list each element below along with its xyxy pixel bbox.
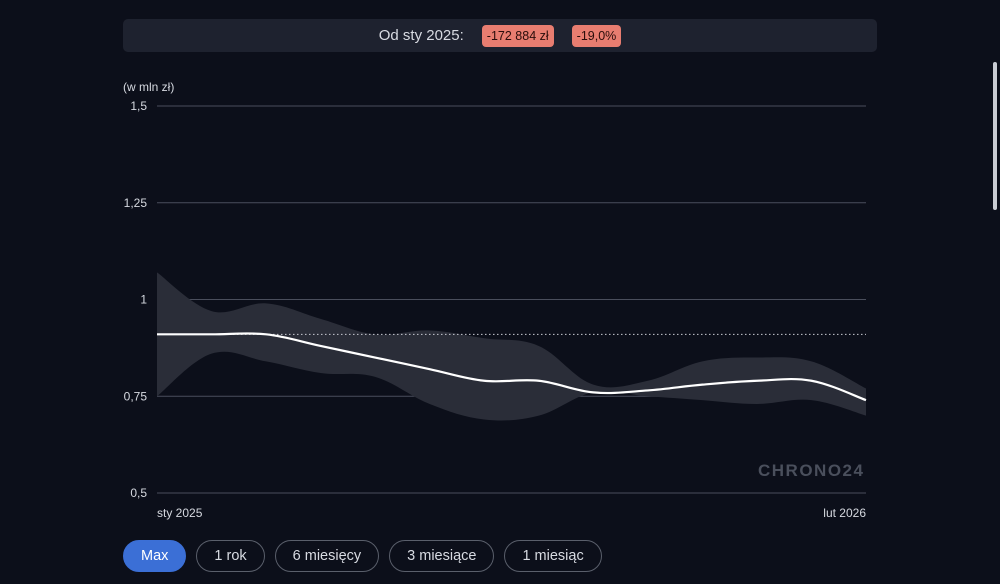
y-tick-label: 1,5 [130,99,147,113]
price-series-line [157,332,867,402]
range-button-max[interactable]: Max [123,540,187,572]
range-button-6-months[interactable]: 6 miesięcy [274,540,380,572]
x-tick-label-start: sty 2025 [157,506,203,520]
summary-label: Od sty 2025: [378,27,464,44]
page-scrollbar[interactable] [993,62,997,210]
range-button-3-months[interactable]: 3 miesiące [389,540,495,572]
y-tick-label: 0,75 [124,389,148,403]
y-tick-label: 1,25 [124,196,148,210]
price-line [157,332,867,402]
change-amount-badge: -172 884 zł [481,24,554,47]
time-range-selector: Max 1 rok 6 miesięcy 3 miesiące 1 miesią… [123,540,602,572]
y-tick-label: 0,5 [130,486,147,500]
price-range-area [157,272,866,421]
grid-lines [157,105,866,494]
change-percent-badge: -19,0% [571,24,622,47]
range-button-1-year[interactable]: 1 rok [196,540,265,572]
price-range-band [157,272,866,421]
y-tick-labels: 1,5 1,25 1 0,75 0,5 [124,99,148,500]
x-tick-label-end: lut 2026 [823,506,866,520]
chrono24-logo: CHRONO24 [758,461,865,480]
range-button-1-month[interactable]: 1 miesiąc [504,540,602,572]
x-tick-labels: sty 2025 lut 2026 [157,506,866,520]
change-summary-bar: Od sty 2025: -172 884 zł -19,0% [123,19,877,52]
y-axis-unit-label: (w mln zł) [123,80,175,94]
y-tick-label: 1 [140,293,147,307]
